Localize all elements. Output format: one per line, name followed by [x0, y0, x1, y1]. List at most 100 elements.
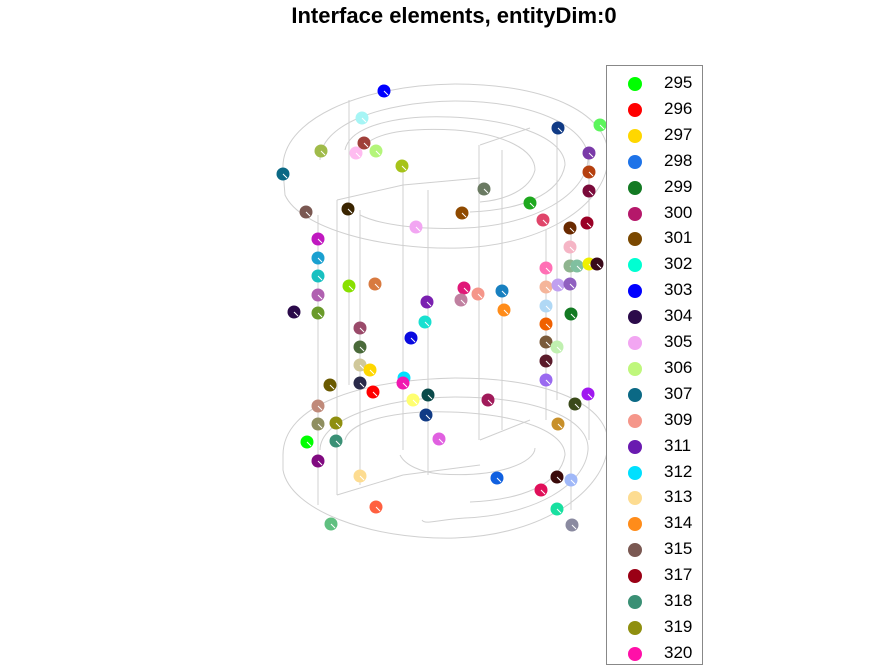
legend-swatch	[628, 491, 642, 506]
data-point-tick	[570, 479, 576, 485]
data-point-tick	[363, 142, 369, 148]
legend-item: 304	[607, 304, 702, 330]
data-point-tick	[461, 212, 467, 218]
bottom-inner-curve-1	[319, 396, 589, 523]
legend-item: 311	[607, 434, 702, 460]
legend-swatch	[628, 310, 642, 325]
data-point-tick	[588, 171, 594, 177]
data-point-tick	[355, 152, 361, 158]
data-point-tick	[383, 90, 389, 96]
data-point-tick	[483, 188, 489, 194]
legend-label: 313	[664, 487, 693, 507]
legend-label: 309	[664, 409, 693, 429]
legend-swatch	[628, 128, 642, 143]
data-point-tick	[571, 524, 577, 530]
data-point-tick	[359, 346, 365, 352]
data-point-tick	[556, 476, 562, 482]
legend-swatch	[628, 258, 642, 273]
data-point-tick	[596, 263, 602, 269]
data-point-tick	[545, 267, 551, 273]
legend-item: 309	[607, 408, 702, 434]
data-point-tick	[335, 440, 341, 446]
chart-title: Interface elements, entityDim:0	[291, 3, 617, 28]
data-point-tick	[329, 384, 335, 390]
data-point-tick	[359, 382, 365, 388]
data-point-tick	[487, 399, 493, 405]
legend-swatch	[628, 595, 642, 609]
legend-label: 295	[664, 73, 693, 92]
data-point-tick	[529, 202, 535, 208]
legend-label: 317	[664, 565, 693, 585]
legend-item: 314	[607, 511, 702, 537]
legend-label: 296	[664, 98, 693, 118]
legend-swatch	[628, 387, 642, 402]
data-point-tick	[438, 438, 444, 444]
data-point-tick	[556, 346, 562, 352]
data-point-tick	[348, 285, 354, 291]
data-point-tick	[556, 508, 562, 514]
legend-item: 307	[607, 382, 702, 408]
data-point-tick	[293, 311, 299, 317]
data-point-tick	[501, 290, 507, 296]
data-point-tick	[587, 393, 593, 399]
data-point-tick	[330, 523, 336, 529]
legend-item: 298	[607, 149, 702, 175]
legend-label: 312	[664, 461, 693, 481]
data-point-tick	[576, 265, 582, 271]
data-point-tick	[545, 305, 551, 311]
data-point-tick	[557, 127, 563, 133]
data-point-tick	[410, 337, 416, 343]
data-point-tick	[412, 399, 418, 405]
data-point-tick	[425, 414, 431, 420]
legend-swatch	[628, 206, 642, 221]
data-point-tick	[545, 341, 551, 347]
legend-item: 319	[607, 615, 702, 641]
legend-swatch	[628, 361, 642, 376]
data-point-tick	[359, 475, 365, 481]
data-point-tick	[317, 312, 323, 318]
data-point-tick	[375, 506, 381, 512]
data-point-tick	[427, 394, 433, 400]
legend-item: 313	[607, 485, 702, 511]
data-point-tick	[569, 246, 575, 252]
legend-label: 314	[664, 513, 693, 533]
data-point-tick	[574, 403, 580, 409]
data-point-tick	[282, 173, 288, 179]
legend-item: 317	[607, 563, 702, 589]
data-point-tick	[317, 460, 323, 466]
legend-swatch	[628, 439, 642, 454]
data-point-tick	[335, 422, 341, 428]
legend-item: 297	[607, 123, 702, 149]
legend: 295 296 297 298 299 300 301 302 303 304 305 306 307 3…	[606, 65, 703, 665]
legend-item: 295	[607, 71, 702, 97]
data-point-tick	[540, 489, 546, 495]
data-point-tick	[599, 124, 605, 130]
legend-label: 315	[664, 539, 693, 559]
data-point-tick	[569, 227, 575, 233]
legend-label: 318	[664, 591, 693, 610]
data-point-tick	[415, 226, 421, 232]
data-point-tick	[317, 257, 323, 263]
legend-label: 300	[664, 202, 693, 222]
legend-swatch	[628, 517, 642, 532]
bottom-inner-curve-2	[344, 411, 566, 503]
legend-label: 299	[664, 176, 693, 196]
legend-label: 298	[664, 150, 693, 170]
legend-item: 318	[607, 589, 702, 615]
data-point-tick	[306, 441, 312, 447]
data-point-tick	[460, 299, 466, 305]
legend-swatch	[628, 413, 642, 428]
legend-swatch	[628, 569, 642, 584]
legend-item: 320	[607, 641, 702, 664]
data-point-tick	[317, 405, 323, 411]
legend-label: 307	[664, 383, 693, 403]
legend-item: 306	[607, 356, 702, 382]
top-spiral-outline	[282, 83, 609, 249]
data-point-tick	[359, 364, 365, 370]
legend-swatch	[628, 620, 642, 635]
legend-swatch	[628, 543, 642, 558]
data-point-tick	[426, 301, 432, 307]
legend-label: 311	[664, 435, 692, 455]
data-point-tick	[477, 293, 483, 299]
